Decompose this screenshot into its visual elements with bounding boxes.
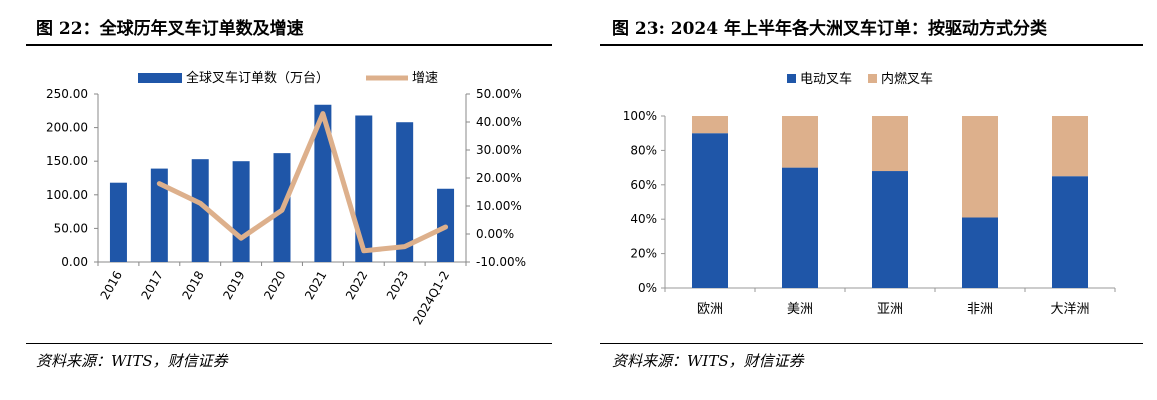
right-title-rule: [600, 44, 1143, 46]
left-chart-legend: 全球叉车订单数（万台） 增速: [138, 70, 438, 86]
left-y-tick-label: 150.00: [46, 154, 88, 168]
orders-bar: [150, 168, 168, 262]
x-tick-label: 大洋洲: [1050, 302, 1089, 317]
orders-bar: [191, 159, 209, 262]
legend-swatch-electric: [787, 74, 796, 83]
ice-forklift-bar: [962, 116, 998, 218]
ice-forklift-bar: [782, 116, 818, 168]
right-chart-panel: 图 23: 2024 年上半年各大洲叉车订单：按驱动方式分类 0% 20% 40% 6…: [590, 0, 1157, 400]
left-title-rule: [26, 44, 552, 46]
x-tick-label: 2016: [98, 269, 125, 302]
legend-swatch-ice: [868, 74, 877, 83]
x-tick-label: 2018: [179, 269, 206, 302]
right-chart-source: 资料来源：WITS，财信证券: [612, 352, 804, 370]
electric-forklift-bar: [692, 133, 728, 288]
ice-forklift-bar: [872, 116, 908, 172]
left-chart-title: 图 22：全球历年叉车订单数及增速: [36, 19, 304, 39]
left-chart-panel: 图 22：全球历年叉车订单数及增速 0.00 50.00 100.00 150.00 2…: [0, 0, 560, 400]
x-tick-label: 美洲: [787, 302, 813, 317]
legend-label-orders: 全球叉车订单数（万台）: [186, 70, 329, 86]
legend-swatch-orders: [138, 73, 182, 83]
left-chart-svg: 0.00 50.00 100.00 150.00 200.00 250.00 -10.00%…: [46, 70, 526, 328]
orders-bar: [109, 182, 127, 262]
orders-bar: [232, 161, 250, 262]
x-tick-label: 2019: [220, 269, 247, 302]
left-y-tick-label: 50.00: [54, 221, 88, 235]
electric-forklift-bar: [962, 217, 998, 288]
right-y-tick-label: 50.00%: [476, 87, 522, 101]
y-tick-label: 20%: [630, 247, 657, 261]
left-chart-source: 资料来源：WITS，财信证券: [36, 352, 228, 370]
x-tick-label: 2024Q1-2: [410, 269, 452, 328]
x-tick-label: 2020: [261, 269, 288, 302]
x-tick-label: 亚洲: [877, 302, 903, 317]
ice-forklift-bar: [1052, 116, 1088, 177]
right-y-tick-label: 0.00%: [476, 227, 514, 241]
right-y-tick-label: 40.00%: [476, 115, 522, 129]
right-y-tick-label: 20.00%: [476, 171, 522, 185]
electric-forklift-bar: [872, 171, 908, 288]
right-source-rule: [600, 343, 1143, 344]
right-chart-svg: 0% 20% 40% 60% 80% 100% 欧洲 美洲 亚洲 非洲 大洋洲 电动叉车 内燃叉车: [623, 71, 1116, 317]
right-chart-title: 图 23: 2024 年上半年各大洲叉车订单：按驱动方式分类: [612, 19, 1048, 39]
left-y-tick-label: 200.00: [46, 121, 88, 135]
orders-bar: [355, 115, 373, 262]
left-y-tick-label: 100.00: [46, 188, 88, 202]
ice-forklift-bar: [692, 116, 728, 134]
left-source-rule: [26, 343, 552, 344]
electric-forklift-bar: [1052, 176, 1088, 288]
y-tick-label: 0%: [638, 281, 657, 295]
x-tick-label: 2022: [343, 269, 370, 302]
y-tick-label: 40%: [630, 212, 657, 226]
orders-bar: [314, 104, 332, 262]
x-tick-label: 2023: [384, 269, 411, 302]
right-y-tick-label: -10.00%: [476, 255, 526, 269]
orders-bar: [396, 122, 414, 262]
left-y-tick-label: 0.00: [61, 255, 88, 269]
x-tick-label: 欧洲: [697, 302, 723, 317]
right-y-tick-label: 10.00%: [476, 199, 522, 213]
right-y-tick-label: 30.00%: [476, 143, 522, 157]
x-tick-label: 2017: [139, 269, 166, 302]
right-chart-legend: 电动叉车 内燃叉车: [787, 71, 933, 87]
legend-label-ice: 内燃叉车: [881, 71, 933, 87]
growth-rate-line: [156, 111, 449, 254]
x-tick-label: 非洲: [967, 302, 993, 317]
legend-label-growth: 增速: [412, 71, 438, 86]
y-tick-label: 100%: [623, 109, 657, 123]
x-tick-label: 2021: [302, 269, 329, 302]
electric-forklift-bar: [782, 167, 818, 288]
y-tick-label: 60%: [630, 178, 657, 192]
y-tick-label: 80%: [630, 143, 657, 157]
left-y-tick-label: 250.00: [46, 87, 88, 101]
legend-label-electric: 电动叉车: [800, 71, 852, 87]
